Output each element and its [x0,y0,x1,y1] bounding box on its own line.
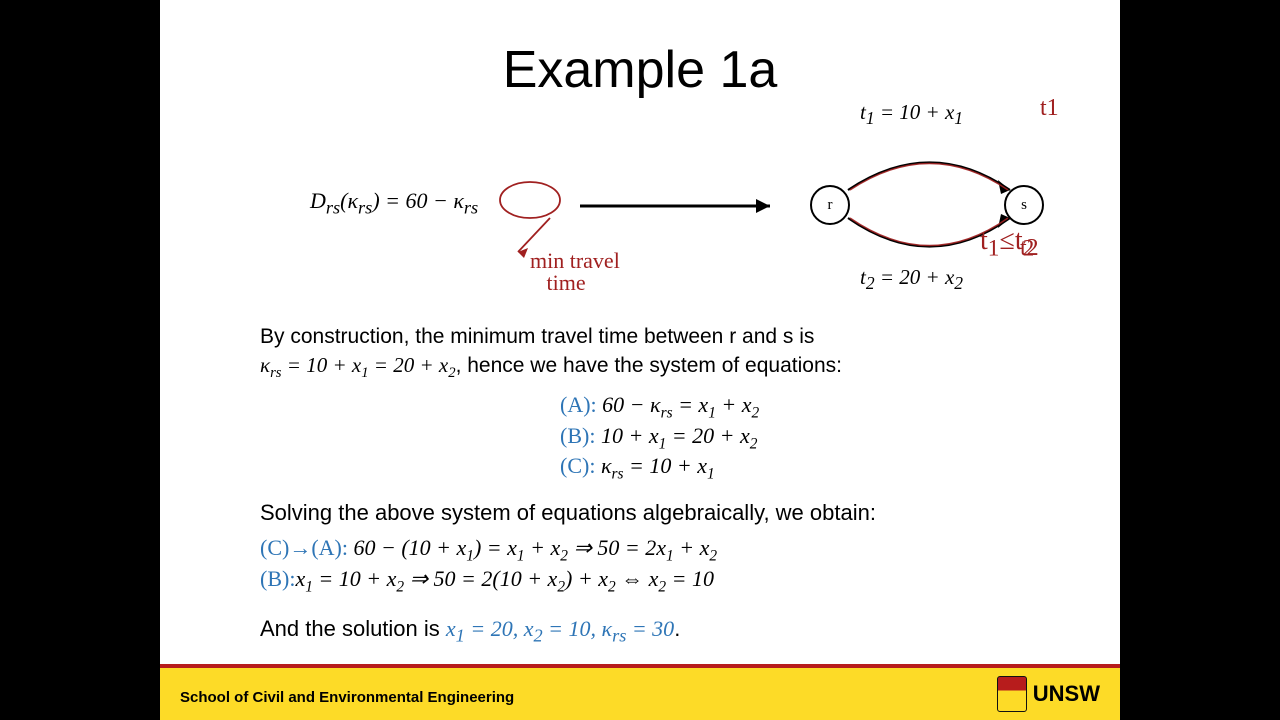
network-diagram: Drs(κrs) = 60 − κrs min travel time r s [300,110,1100,310]
solution: x1 = 20, x2 = 10, κrs = 30 [446,616,674,641]
derivation-1: (C)→(A): 60 − (10 + x1) = x1 + x2 ⇒ 50 =… [260,535,1030,565]
slide: Example 1a Drs(κrs) = 60 − κrs min trave… [160,0,1120,720]
equation-B: (B): 10 + x1 = 20 + x2 [560,423,1030,453]
t1-annotation: t1 [1040,95,1059,122]
p1-line1: By construction, the minimum travel time… [260,325,814,348]
p3-intro: And the solution is [260,616,446,641]
slide-title: Example 1a [160,40,1120,100]
uni-name: UNSW [1033,681,1100,707]
arrow-icon [580,194,790,218]
demand-equation: Drs(κrs) = 60 − κrs [310,188,478,218]
unsw-logo: UNSW [997,676,1100,712]
equation-C: (C): κrs = 10 + x1 [560,453,1030,483]
body-text: By construction, the minimum travel time… [220,315,1090,656]
equation-A: (A): 60 − κrs = x1 + x2 [560,392,1030,422]
t2-label: t2 = 20 + x2 [860,265,963,294]
t1-label: t1 = 10 + x1 [860,100,963,129]
t1-le-t2-annotation: t1≤t2 [980,225,1034,263]
footer: School of Civil and Environmental Engine… [160,664,1120,720]
p1-line2: κrs = 10 + x1 = 20 + x2 [260,353,456,377]
crest-icon [997,676,1027,712]
paragraph-2: Solving the above system of equations al… [260,498,1030,528]
paragraph-1: By construction, the minimum travel time… [260,323,1030,384]
min-annotation: min travel time [530,250,620,294]
footer-school: School of Civil and Environmental Engine… [180,689,514,706]
paragraph-3: And the solution is x1 = 20, x2 = 10, κr… [260,614,1030,648]
derivation-2: (B):x1 = 10 + x2 ⇒ 50 = 2(10 + x2) + x2 … [260,566,1030,596]
